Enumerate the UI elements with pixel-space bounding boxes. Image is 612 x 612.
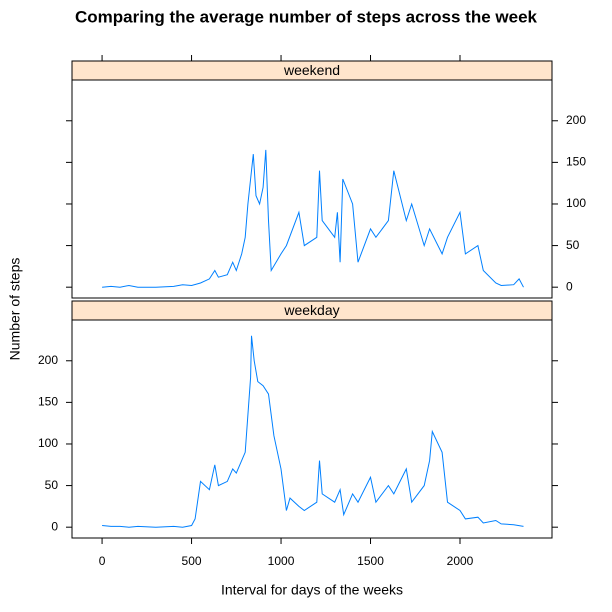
x-tick-label: 0 <box>99 554 106 568</box>
y-axis-title: Number of steps <box>7 258 23 361</box>
y-tick-label: 150 <box>38 395 58 409</box>
y-tick-label: 50 <box>566 238 580 252</box>
x-axis-title: Interval for days of the weeks <box>221 582 403 598</box>
y-tick-label: 100 <box>38 436 58 450</box>
y-tick-label: 200 <box>566 113 586 127</box>
panel-frame <box>71 79 553 299</box>
y-tick-label: 50 <box>45 478 59 492</box>
x-tick-label: 1500 <box>357 554 384 568</box>
chart-title: Comparing the average number of steps ac… <box>75 7 538 26</box>
panel-frame <box>71 319 553 539</box>
x-tick-label: 2000 <box>447 554 474 568</box>
x-tick-label: 500 <box>182 554 202 568</box>
x-tick-label: 1000 <box>268 554 295 568</box>
y-tick-label: 0 <box>51 519 58 533</box>
strip-label: weekday <box>283 302 339 318</box>
strip-label: weekend <box>283 62 340 78</box>
y-tick-label: 150 <box>566 155 586 169</box>
y-tick-label: 0 <box>566 279 573 293</box>
y-tick-label: 200 <box>38 353 58 367</box>
y-tick-label: 100 <box>566 196 586 210</box>
line <box>102 149 524 288</box>
line <box>102 335 524 528</box>
